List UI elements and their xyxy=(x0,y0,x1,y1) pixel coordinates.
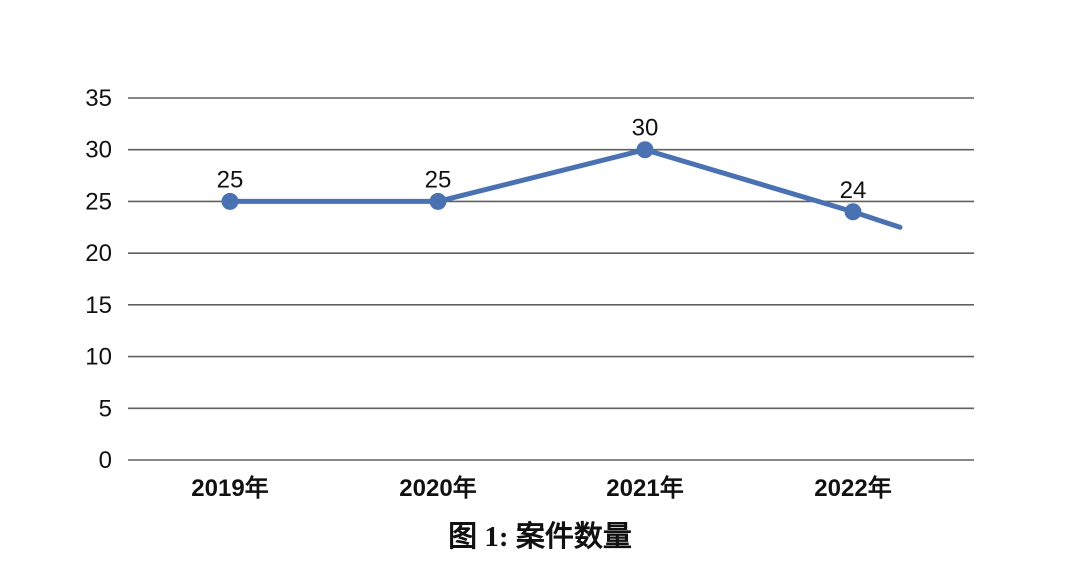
data-point-marker xyxy=(221,192,239,210)
y-tick-label: 20 xyxy=(85,240,112,267)
y-tick-label: 30 xyxy=(85,137,112,164)
y-tick-label: 15 xyxy=(85,292,112,319)
data-point-label: 30 xyxy=(632,115,659,142)
x-tick-label: 2020年 xyxy=(399,474,476,502)
y-tick-label: 5 xyxy=(99,395,112,422)
y-tick-label: 25 xyxy=(85,188,112,215)
data-point-marker xyxy=(844,203,862,221)
series-line xyxy=(227,147,903,230)
data-point-label: 24 xyxy=(840,177,867,204)
x-tick-label: 2019年 xyxy=(191,474,268,502)
data-point-label: 25 xyxy=(425,166,452,193)
data-point-label: 25 xyxy=(217,166,244,193)
y-tick-label: 0 xyxy=(99,447,112,474)
data-point-marker xyxy=(636,141,654,159)
x-tick-label: 2021年 xyxy=(606,474,683,502)
chart-caption: 图 1: 案件数量 xyxy=(448,521,632,553)
x-tick-label: 2022年 xyxy=(814,474,891,502)
data-point-marker xyxy=(429,192,447,210)
y-tick-label: 35 xyxy=(85,85,112,112)
y-tick-label: 10 xyxy=(85,344,112,371)
